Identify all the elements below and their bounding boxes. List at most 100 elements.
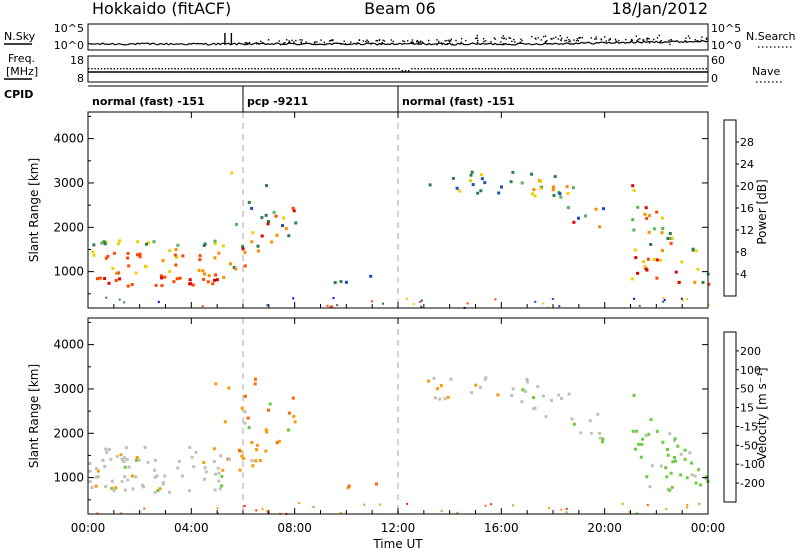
- nave-dot: [468, 68, 471, 70]
- nave-dot: [523, 68, 525, 70]
- nsearch-dot: [438, 42, 440, 44]
- freq-traces: [88, 68, 708, 73]
- data-cell: [520, 181, 524, 185]
- data-cell: [672, 439, 676, 443]
- data-cell: [497, 191, 501, 195]
- data-cell: [168, 270, 172, 274]
- data-cell: [707, 304, 710, 307]
- data-cell: [697, 468, 701, 472]
- nave-dot: [676, 68, 679, 70]
- nsearch-dot: [451, 43, 454, 45]
- nsearch-dot: [323, 41, 326, 43]
- data-cell: [116, 271, 120, 275]
- nave-dot: [545, 68, 547, 70]
- x-tick-label: 16:00: [484, 521, 519, 535]
- data-cell: [115, 454, 119, 458]
- nsearch-dot: [349, 43, 351, 45]
- nave-dot: [171, 68, 173, 70]
- data-cell: [136, 240, 140, 244]
- nave-dot: [488, 68, 490, 70]
- data-cell: [254, 459, 258, 463]
- data-cell: [265, 184, 268, 188]
- nave-dot: [593, 68, 595, 70]
- data-cell: [223, 420, 227, 424]
- nsearch-dot: [340, 43, 342, 45]
- data-cell: [227, 386, 231, 390]
- nave-dot: [132, 68, 135, 70]
- nave-dot: [216, 68, 218, 70]
- nave-dot: [200, 68, 202, 70]
- data-cell: [598, 225, 602, 229]
- nave-dot: [478, 68, 480, 70]
- data-cell: [332, 297, 335, 300]
- data-cell: [640, 443, 644, 446]
- data-cell: [218, 487, 222, 491]
- nave-dot: [571, 68, 573, 70]
- data-cell: [694, 481, 698, 485]
- data-cell: [550, 399, 553, 402]
- data-cell: [336, 304, 339, 307]
- data-cell: [103, 242, 107, 246]
- nave-dot: [289, 68, 291, 70]
- nave-dot: [625, 68, 627, 70]
- nsearch-dot: [578, 37, 580, 39]
- data-cell: [500, 185, 503, 189]
- nave-dot: [644, 68, 647, 70]
- nsearch-dot: [604, 36, 606, 38]
- data-cell: [363, 503, 366, 506]
- data-cell: [552, 193, 556, 197]
- cpid-segment-label: pcp -9211: [247, 95, 308, 108]
- nsearch-dot: [303, 43, 305, 45]
- data-cell: [174, 263, 178, 267]
- nsearch-dot: [383, 40, 386, 42]
- data-cell: [524, 389, 528, 393]
- data-cell: [638, 304, 641, 307]
- data-cell: [631, 184, 635, 188]
- nsearch-dot: [428, 39, 430, 42]
- nave-dot: [139, 68, 141, 70]
- y-tick-label: 1000: [53, 265, 84, 279]
- nave-dot: [254, 68, 256, 70]
- data-cell: [652, 227, 656, 231]
- data-cell: [243, 410, 247, 414]
- data-cell: [691, 247, 695, 251]
- nave-dot: [184, 68, 186, 70]
- nsearch-dot: [502, 43, 504, 45]
- nsearch-dot: [581, 37, 583, 39]
- nave-dot: [590, 68, 592, 70]
- nave-dot: [222, 68, 224, 70]
- data-cell: [633, 297, 636, 300]
- nsearch-dot: [595, 38, 597, 40]
- data-cell: [267, 220, 270, 223]
- data-cell: [287, 411, 291, 415]
- data-cell: [188, 278, 192, 282]
- nave-dot: [446, 68, 448, 70]
- nave-dot: [619, 68, 621, 70]
- nave-dot: [241, 68, 243, 70]
- nave-dot: [235, 68, 237, 70]
- nave-dot: [116, 68, 119, 70]
- data-cell: [258, 459, 262, 462]
- nsky-trace: [87, 39, 709, 46]
- data-cell: [216, 507, 219, 510]
- data-cell: [673, 437, 677, 441]
- data-cell: [161, 259, 165, 263]
- data-cell: [292, 415, 296, 418]
- data-cell: [565, 511, 568, 514]
- data-cell: [109, 457, 113, 461]
- nsearch-dot: [358, 39, 360, 41]
- nave-dot: [452, 68, 455, 70]
- nave-dot: [667, 68, 669, 70]
- nave-dot: [334, 68, 336, 70]
- data-cell: [660, 216, 664, 220]
- data-cell: [130, 283, 134, 287]
- nave-dot: [337, 68, 339, 70]
- nave-dot: [427, 68, 429, 70]
- data-cell: [649, 243, 653, 246]
- data-cell: [203, 272, 207, 276]
- x-axis-label: Time UT: [372, 537, 423, 551]
- data-cell: [135, 458, 138, 462]
- colorbar-tick-label: -15: [740, 420, 758, 433]
- nsearch-dot: [379, 39, 381, 41]
- data-cell: [111, 267, 115, 271]
